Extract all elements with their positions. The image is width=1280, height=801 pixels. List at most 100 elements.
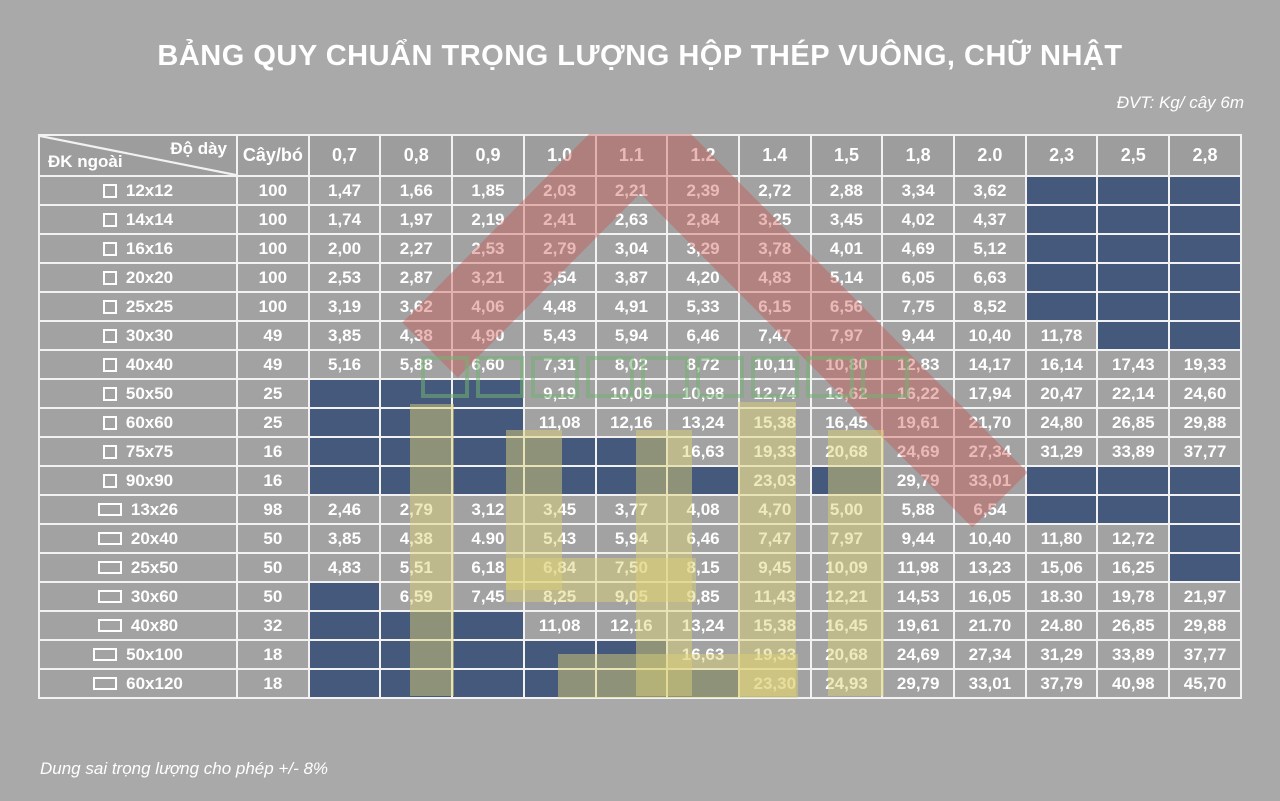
weight-cell: 5,16 xyxy=(307,349,382,380)
empty-cell xyxy=(451,407,525,438)
weight-cell: 20,47 xyxy=(1024,378,1099,409)
weight-cell: 14,17 xyxy=(953,349,1027,380)
rectangle-icon xyxy=(93,647,118,661)
bundle-count: 18 xyxy=(236,668,310,699)
weight-cell: 1,47 xyxy=(307,175,382,206)
weight-cell: 2,84 xyxy=(666,204,740,235)
weight-cell: 9,45 xyxy=(737,552,812,583)
empty-cell xyxy=(1024,175,1099,206)
weight-cell: 26,85 xyxy=(1096,407,1171,438)
empty-cell xyxy=(1096,494,1171,525)
weight-cell: 3,21 xyxy=(451,262,525,293)
bundle-count: 32 xyxy=(236,610,310,641)
weight-cell: 5,12 xyxy=(953,233,1027,264)
empty-cell xyxy=(1024,465,1099,496)
thickness-header: 1.2 xyxy=(666,134,740,177)
weight-cell: 11,08 xyxy=(522,407,597,438)
weight-cell: 5,00 xyxy=(809,494,884,525)
weight-cell: 8,52 xyxy=(953,291,1027,322)
size-row: 40x40 49 5,16 5,88 6,60 7,31 8,02 8,72 10,11 10,8… xyxy=(38,349,1242,380)
weight-cell: 27,34 xyxy=(953,436,1027,467)
weight-cell: 10,09 xyxy=(809,552,884,583)
weight-cell: 5,88 xyxy=(881,494,956,525)
weight-cell: 18.30 xyxy=(1024,581,1099,612)
square-icon xyxy=(102,270,117,285)
bundle-count: 100 xyxy=(236,175,310,206)
weight-cell: 17,94 xyxy=(953,378,1027,409)
thickness-header: 0,8 xyxy=(379,134,454,177)
empty-cell xyxy=(522,639,597,670)
weight-cell: 5,43 xyxy=(522,320,597,351)
weight-cell: 1,74 xyxy=(307,204,382,235)
size-label: 20x40 xyxy=(38,523,238,554)
weight-cell: 5,14 xyxy=(809,262,884,293)
weight-cell: 12,72 xyxy=(1096,523,1171,554)
weight-cell: 16,45 xyxy=(809,610,884,641)
size-label: 13x26 xyxy=(38,494,238,525)
empty-cell xyxy=(307,465,382,496)
empty-cell xyxy=(1168,552,1242,583)
square-icon xyxy=(102,299,117,314)
bundle-count: 49 xyxy=(236,349,310,380)
bundle-count: 100 xyxy=(236,262,310,293)
empty-cell xyxy=(307,639,382,670)
corner-cell: Độ dày ĐK ngoài xyxy=(38,134,238,177)
empty-cell xyxy=(1168,320,1242,351)
bundle-header: Cây/bó xyxy=(236,134,310,177)
weight-cell: 4,90 xyxy=(451,320,525,351)
weight-cell: 8,02 xyxy=(594,349,669,380)
page-title: BẢNG QUY CHUẨN TRỌNG LƯỢNG HỘP THÉP VUÔN… xyxy=(157,40,1123,72)
empty-cell xyxy=(1168,262,1242,293)
size-row: 40x80 32 11,08 12,16 13,24 15,38 16,45 19,61 21.… xyxy=(38,610,1242,641)
weight-cell: 2,53 xyxy=(307,262,382,293)
bundle-count: 16 xyxy=(236,436,310,467)
bundle-count: 50 xyxy=(236,581,310,612)
weight-cell: 4,02 xyxy=(881,204,956,235)
empty-cell xyxy=(666,668,740,699)
weight-cell: 2,21 xyxy=(594,175,669,206)
weight-cell: 13,24 xyxy=(666,407,740,438)
weight-cell: 3,04 xyxy=(594,233,669,264)
weight-cell: 4,69 xyxy=(881,233,956,264)
empty-cell xyxy=(379,610,454,641)
weight-cell: 2,03 xyxy=(522,175,597,206)
square-icon xyxy=(102,183,117,198)
weight-cell: 9,44 xyxy=(881,523,956,554)
size-label: 40x40 xyxy=(38,349,238,380)
thickness-header: 2,3 xyxy=(1024,134,1099,177)
bundle-count: 49 xyxy=(236,320,310,351)
size-label: 40x80 xyxy=(38,610,238,641)
size-row: 50x50 25 9,19 10,09 10,98 12,74 13,62 16,22 17,9… xyxy=(38,378,1242,409)
square-icon xyxy=(102,415,117,430)
square-icon xyxy=(102,473,117,488)
empty-cell xyxy=(1096,233,1171,264)
weight-cell: 3,34 xyxy=(881,175,956,206)
weight-cell: 10,98 xyxy=(666,378,740,409)
empty-cell xyxy=(451,465,525,496)
weight-cell: 6,05 xyxy=(881,262,956,293)
weight-cell: 6,60 xyxy=(451,349,525,380)
weight-cell: 31,29 xyxy=(1024,436,1099,467)
weight-cell: 3,25 xyxy=(737,204,812,235)
weight-cell: 3,85 xyxy=(307,320,382,351)
weight-cell: 6,46 xyxy=(666,523,740,554)
weight-cell: 7,97 xyxy=(809,523,884,554)
weight-cell: 6,63 xyxy=(953,262,1027,293)
size-row: 14x14 100 1,74 1,97 2,19 2,41 2,63 2,84 3,25 3,45… xyxy=(38,204,1242,235)
empty-cell xyxy=(379,639,454,670)
weight-cell: 6,84 xyxy=(522,552,597,583)
thickness-header: 0,9 xyxy=(451,134,525,177)
empty-cell xyxy=(522,668,597,699)
weight-cell: 23,03 xyxy=(737,465,812,496)
weight-cell: 12,16 xyxy=(594,610,669,641)
empty-cell xyxy=(1024,233,1099,264)
weight-cell: 16,63 xyxy=(666,639,740,670)
empty-cell xyxy=(307,610,382,641)
weight-cell: 10,11 xyxy=(737,349,812,380)
empty-cell xyxy=(451,436,525,467)
weight-cell: 29,88 xyxy=(1168,407,1242,438)
empty-cell xyxy=(1096,320,1171,351)
weight-cell: 11,98 xyxy=(881,552,956,583)
weight-cell: 11,78 xyxy=(1024,320,1099,351)
empty-cell xyxy=(379,378,454,409)
